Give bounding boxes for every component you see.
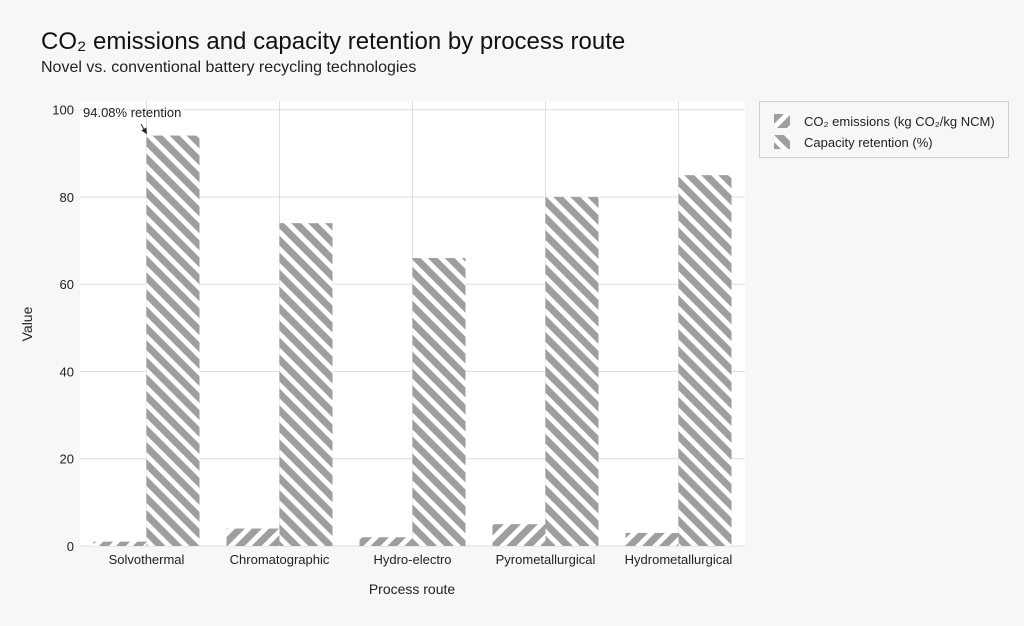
bar-capacity-retention — [678, 175, 732, 546]
legend: CO₂ emissions (kg CO₂/kg NCM) Capacity r… — [759, 101, 1009, 158]
x-axis-label: Process route — [369, 581, 456, 597]
chart-subtitle: Novel vs. conventional battery recycling… — [41, 59, 417, 76]
bar-co2-emissions — [359, 537, 413, 546]
y-axis-label: Value — [19, 306, 35, 341]
bar-capacity-retention — [412, 258, 466, 546]
y-tick-label: 60 — [60, 277, 74, 292]
chart-title: CO₂ emissions and capacity retention by … — [41, 28, 626, 55]
y-tick-label: 20 — [60, 452, 74, 467]
y-tick-label: 80 — [60, 190, 74, 205]
bar-co2-emissions — [625, 532, 679, 546]
legend-label-retention: Capacity retention (%) — [804, 134, 933, 150]
y-tick-label: 40 — [60, 364, 74, 379]
bar-capacity-retention — [146, 135, 200, 546]
x-tick-label: Hydrometallurgical — [625, 552, 733, 567]
bar-capacity-retention — [545, 196, 599, 546]
legend-label-co2: CO₂ emissions (kg CO₂/kg NCM) — [804, 113, 995, 129]
legend-item-retention: Capacity retention (%) — [774, 133, 933, 151]
bar-co2-emissions — [226, 528, 280, 546]
annotation-arrow — [140, 123, 147, 135]
x-tick-label: Pyrometallurgical — [496, 552, 596, 567]
bar-capacity-retention — [279, 223, 333, 546]
x-tick-label: Hydro-electro — [373, 552, 451, 567]
legend-item-co2: CO₂ emissions (kg CO₂/kg NCM) — [774, 112, 995, 130]
bar-co2-emissions — [93, 541, 147, 546]
annotation-label: 94.08% retention — [83, 105, 181, 120]
x-tick-label: Chromatographic — [230, 552, 330, 567]
y-tick-label: 0 — [67, 539, 74, 554]
annotations: 94.08% retention — [83, 105, 181, 135]
bars — [93, 135, 732, 546]
y-tick-label: 100 — [52, 103, 74, 118]
x-tick-label: Solvothermal — [109, 552, 185, 567]
legend-swatch-co2 — [774, 114, 790, 128]
legend-swatch-retention — [774, 135, 790, 149]
axes: 0 20 40 60 80 100 Solvothermal Chromatographic H… — [52, 103, 732, 567]
bar-co2-emissions — [492, 524, 546, 546]
